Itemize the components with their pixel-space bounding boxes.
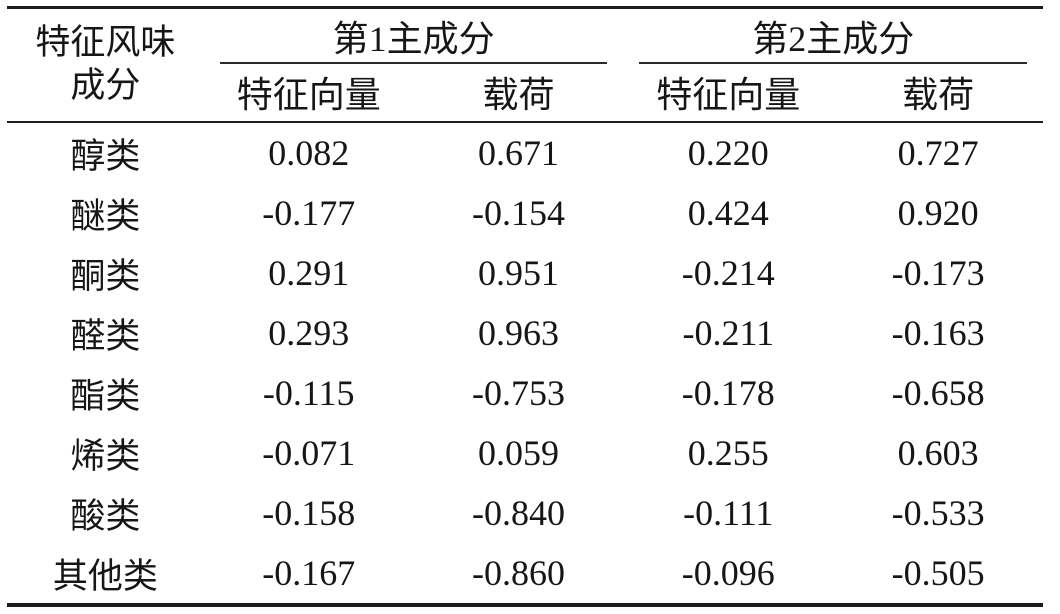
cell-pc2-eigenvector: -0.178 [681, 373, 775, 413]
cell-pc1-eigenvector: -0.158 [262, 493, 356, 533]
row-label: 醛类 [70, 316, 141, 356]
cell-pc2-eigenvector: -0.111 [683, 493, 774, 533]
cell-pc1-loading: -0.860 [472, 553, 565, 593]
cell-pc1-loading: -0.840 [472, 493, 565, 533]
table-row: 其他类 -0.167 -0.860 -0.096 -0.505 [7, 543, 1043, 605]
table-row: 烯类 -0.071 0.059 0.255 0.603 [7, 423, 1043, 483]
cell-pc1-eigenvector: 0.082 [268, 133, 350, 173]
table-row: 酯类 -0.115 -0.753 -0.178 -0.658 [7, 363, 1043, 423]
col-header-pc2-eigenvector: 特征向量 [623, 63, 834, 123]
cell-pc1-eigenvector: -0.177 [262, 193, 356, 233]
cell-pc2-loading: -0.658 [891, 373, 985, 413]
cell-pc2-loading: -0.173 [891, 253, 985, 293]
cell-pc1-loading: 0.951 [478, 253, 559, 293]
table-header: 特征风味 成分 第1主成分 第2主成分 特征向量 载荷 特征向量 载荷 [7, 7, 1043, 123]
row-label: 醚类 [70, 196, 141, 236]
cell-pc1-eigenvector: -0.071 [262, 433, 356, 473]
table-row: 酸类 -0.158 -0.840 -0.111 -0.533 [7, 483, 1043, 543]
col-header-pc1-loading: 载荷 [413, 63, 624, 123]
cell-pc2-eigenvector: -0.214 [681, 253, 775, 293]
cell-pc1-loading: 0.671 [478, 133, 559, 173]
cell-pc2-eigenvector: 0.424 [687, 193, 769, 233]
cell-pc1-eigenvector: 0.293 [268, 313, 350, 353]
header-sub-row: 特征向量 载荷 特征向量 载荷 [7, 63, 1043, 123]
pca-table: 特征风味 成分 第1主成分 第2主成分 特征向量 载荷 特征向量 载荷 醇类 0… [7, 6, 1043, 607]
cell-pc1-loading: 0.963 [478, 313, 559, 353]
cell-pc1-loading: -0.154 [472, 193, 565, 233]
cell-pc2-loading: 0.727 [897, 133, 979, 173]
cell-pc1-eigenvector: -0.115 [262, 373, 355, 413]
col-header-pc2-loading: 载荷 [833, 63, 1043, 123]
table-row: 醇类 0.082 0.671 0.220 0.727 [7, 122, 1043, 183]
row-label: 酮类 [70, 256, 141, 296]
cell-pc2-eigenvector: -0.211 [682, 313, 775, 353]
row-label: 酯类 [70, 376, 141, 416]
cell-pc1-eigenvector: -0.167 [262, 553, 356, 593]
table-body: 醇类 0.082 0.671 0.220 0.727 醚类 -0.177 -0.… [7, 122, 1043, 605]
cell-pc2-loading: -0.505 [891, 553, 985, 593]
cell-pc1-loading: -0.753 [472, 373, 565, 413]
cell-pc2-loading: 0.920 [897, 193, 979, 233]
stub-header-line1: 特征风味 [35, 23, 176, 63]
row-label: 酸类 [70, 496, 141, 536]
cell-pc2-eigenvector: 0.220 [687, 133, 769, 173]
cell-pc1-eigenvector: 0.291 [268, 253, 350, 293]
stub-header-flavor-component: 特征风味 成分 [7, 7, 204, 123]
table-row: 醛类 0.293 0.963 -0.211 -0.163 [7, 303, 1043, 363]
cell-pc2-eigenvector: -0.096 [681, 553, 775, 593]
row-label: 其他类 [52, 556, 158, 596]
table-row: 酮类 0.291 0.951 -0.214 -0.173 [7, 243, 1043, 303]
group-header-pc1: 第1主成分 [204, 8, 624, 64]
row-label: 醇类 [70, 136, 141, 176]
cell-pc2-eigenvector: 0.255 [687, 433, 769, 473]
stub-header-line2: 成分 [70, 66, 141, 105]
col-header-pc1-eigenvector: 特征向量 [203, 63, 414, 123]
row-label: 烯类 [70, 436, 141, 476]
cell-pc2-loading: 0.603 [897, 433, 979, 473]
cell-pc2-loading: -0.163 [891, 313, 985, 353]
cell-pc2-loading: -0.533 [891, 493, 985, 533]
cell-pc1-loading: 0.059 [478, 433, 559, 473]
header-group-row: 特征风味 成分 第1主成分 第2主成分 [7, 7, 1043, 123]
table-row: 醚类 -0.177 -0.154 0.424 0.920 [7, 183, 1043, 243]
group-header-pc2: 第2主成分 [623, 8, 1043, 64]
